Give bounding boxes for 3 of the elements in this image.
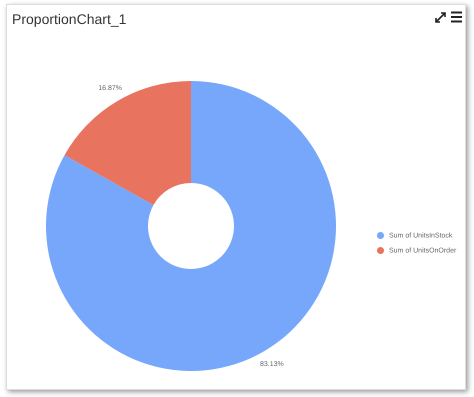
- donut-slice: [46, 81, 336, 371]
- chart-title: ProportionChart_1: [12, 11, 127, 27]
- donut-slice: [64, 81, 191, 205]
